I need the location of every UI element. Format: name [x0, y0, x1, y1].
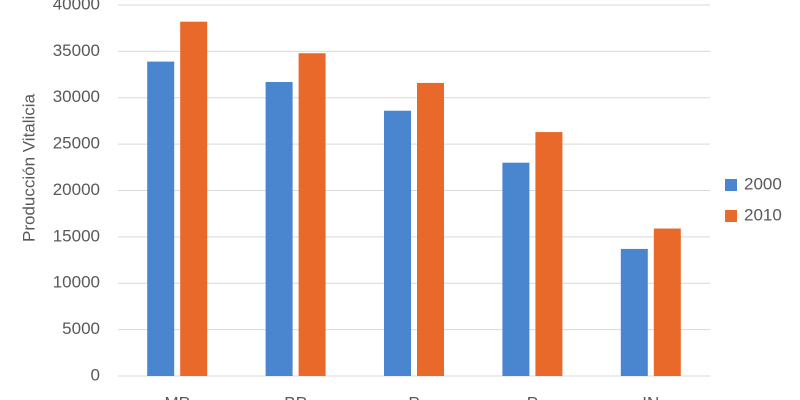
y-tick-label: 15000 — [53, 226, 100, 245]
bar — [417, 82, 444, 376]
x-tick-label: BP — [284, 393, 307, 400]
bar — [535, 132, 563, 376]
y-tick-label: 30000 — [53, 87, 100, 106]
bar — [653, 228, 681, 376]
legend-swatch — [725, 210, 737, 222]
y-tick-label: 35000 — [53, 41, 100, 60]
bar — [147, 61, 175, 376]
y-axis-title: Producción Vitalicia — [19, 93, 38, 242]
x-tick-label: IN — [642, 393, 659, 400]
y-tick-label: 5000 — [62, 319, 100, 338]
y-tick-label: 20000 — [53, 180, 100, 199]
y-tick-label: 25000 — [53, 134, 100, 153]
legend-label: 2000 — [744, 174, 782, 193]
y-tick-label: 10000 — [53, 273, 100, 292]
legend-label: 2010 — [744, 205, 782, 224]
y-tick-label: 0 — [91, 365, 100, 384]
bar — [502, 162, 530, 376]
bar — [180, 21, 208, 376]
x-tick-label: P — [527, 393, 538, 400]
bar — [620, 248, 648, 376]
bar — [384, 110, 411, 377]
x-tick-label: MP — [164, 393, 190, 400]
bar — [298, 53, 326, 376]
legend-swatch — [725, 179, 737, 191]
x-tick-label: P — [408, 393, 419, 400]
bar — [265, 81, 293, 377]
y-tick-label: 40000 — [53, 0, 100, 13]
